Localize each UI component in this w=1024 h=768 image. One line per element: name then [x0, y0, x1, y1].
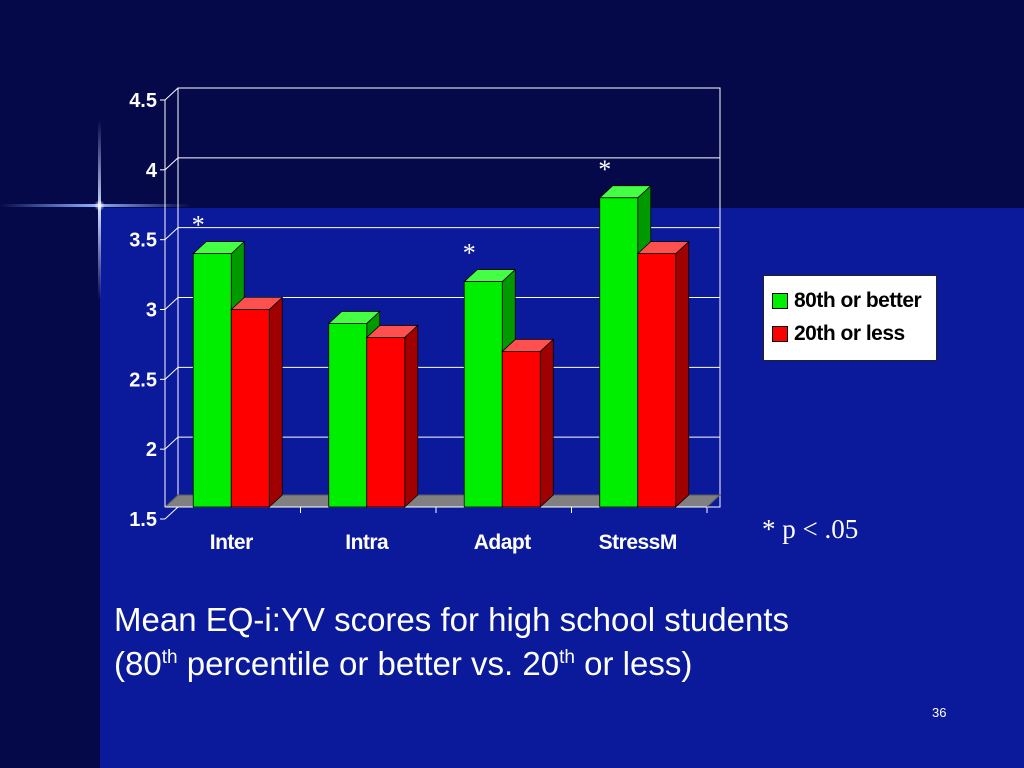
- y-tick-label: 2: [146, 439, 157, 461]
- significance-footnote: * p < .05: [762, 514, 859, 544]
- gridline-side: [164, 436, 179, 450]
- legend-swatch-green: [772, 293, 788, 309]
- gridline-side: [164, 157, 179, 171]
- bar-Intra-1: [366, 337, 406, 508]
- gridline-side: [164, 506, 179, 520]
- bar-Intra-0: [328, 323, 368, 508]
- significance-asterisk: *: [463, 239, 476, 268]
- bar-Adapt-0: [463, 281, 503, 508]
- y-tick-label: 3.5: [129, 230, 157, 252]
- bar-side-Intra-1: [404, 324, 419, 508]
- gridline-side: [164, 227, 179, 241]
- gridline-side: [164, 366, 179, 380]
- background-left-band: [0, 0, 100, 768]
- y-tick-label: 4: [146, 160, 158, 182]
- y-tick-label: 2.5: [129, 369, 157, 391]
- y-tick-label: 1.5: [129, 509, 157, 531]
- bar-Inter-1: [230, 309, 270, 508]
- caption-mid: percentile or better vs. 20: [177, 645, 560, 682]
- bar-Adapt-1: [501, 350, 541, 508]
- caption-line-2: (80th percentile or better vs. 20th or l…: [114, 642, 974, 686]
- y-axis-ticks: 1.5 2 2.5 3 3.5 4 4.5: [129, 90, 165, 531]
- x-axis-ticks: Inter Intra Adapt StressM: [210, 507, 708, 554]
- page-number: 36: [932, 705, 947, 720]
- significance-asterisk: *: [192, 211, 205, 240]
- y-tick-label: 4.5: [129, 90, 157, 112]
- legend-label-80th: 80th or better: [794, 289, 922, 312]
- bar-side-StressM-1: [675, 240, 690, 508]
- y-tick-label: 3: [146, 300, 157, 322]
- bar-side-Inter-1: [268, 296, 283, 508]
- background-top-band: [0, 0, 1024, 208]
- caption-line-1: Mean EQ-i:YV scores for high school stud…: [114, 601, 789, 638]
- caption-sup-1: th: [161, 647, 178, 668]
- caption-sup-2: th: [559, 647, 575, 668]
- x-tick-label: Intra: [345, 531, 389, 554]
- legend-label-20th: 20th or less: [794, 322, 905, 345]
- x-tick-label: Adapt: [474, 531, 532, 554]
- legend-item-80th: 80th or better: [772, 288, 922, 314]
- significance-asterisk: *: [598, 155, 611, 184]
- caption-open: (80: [114, 645, 162, 682]
- caption-end: or less): [574, 645, 693, 682]
- legend-item-20th: 20th or less: [772, 321, 905, 347]
- chart-legend: 80th or better 20th or less: [763, 275, 937, 361]
- significance-markers: * * *: [192, 155, 612, 268]
- bar-StressM-1: [637, 253, 677, 508]
- bars: [192, 184, 690, 508]
- bar-Inter-0: [192, 253, 232, 508]
- x-tick-label: StressM: [599, 531, 677, 554]
- x-tick-label: Inter: [210, 531, 253, 554]
- legend-swatch-red: [772, 326, 788, 342]
- gridline-side: [164, 87, 179, 101]
- gridline-side: [164, 297, 179, 310]
- slide-caption: Mean EQ-i:YV scores for high school stud…: [114, 598, 974, 686]
- bar-side-Adapt-1: [539, 338, 554, 508]
- bar-StressM-0: [599, 197, 639, 508]
- sparkle-icon: [94, 200, 105, 211]
